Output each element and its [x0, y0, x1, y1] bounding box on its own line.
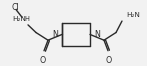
Text: N: N — [94, 30, 100, 39]
Text: H₂N: H₂N — [126, 12, 140, 18]
Text: N: N — [52, 30, 58, 39]
Text: Cl: Cl — [12, 3, 20, 12]
Text: O: O — [40, 56, 46, 64]
Text: H₂N: H₂N — [12, 16, 26, 22]
Text: O: O — [106, 56, 112, 64]
Text: H: H — [24, 16, 29, 22]
